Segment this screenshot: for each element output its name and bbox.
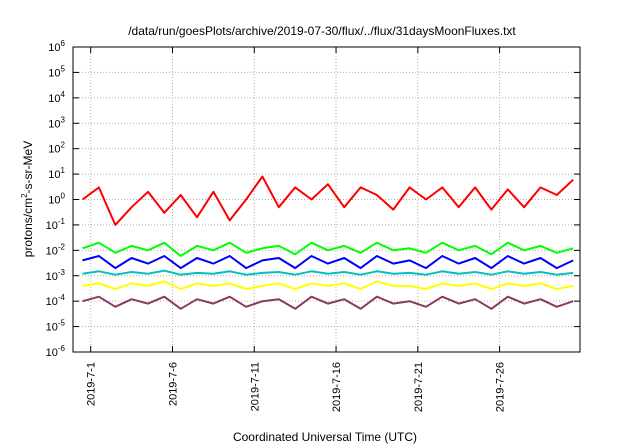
y-tick-label: 10-4 — [46, 293, 66, 308]
y-tick-base: 10 — [48, 195, 60, 207]
x-tick-label: 2019-7-16 — [331, 362, 343, 412]
y-tick-label: 103 — [48, 115, 65, 130]
series-line-3 — [82, 255, 574, 270]
y-tick-base: 10 — [48, 169, 60, 181]
y-tick-base: 10 — [48, 67, 60, 79]
series-line-2 — [82, 241, 574, 257]
y-tick-label: 10-5 — [46, 319, 66, 334]
y-tick-base: 10 — [46, 245, 58, 257]
x-axis: 2019-7-1 2019-7-6 2019-7-11 2019-7-16 2019-7… — [86, 47, 507, 412]
y-tick-exp: -6 — [58, 344, 66, 353]
grid-lines — [73, 46, 580, 353]
y-tick-label: 105 — [48, 64, 65, 79]
y-tick-exp: 0 — [61, 192, 66, 201]
y-tick-base: 10 — [46, 296, 58, 308]
y-tick-base: 10 — [46, 220, 58, 232]
plot-frame — [72, 46, 581, 353]
series-line-6 — [82, 295, 574, 310]
y-axis-label-base: protons/cm — [21, 198, 35, 257]
y-tick-base: 10 — [48, 118, 60, 130]
series-line-1 — [81, 175, 574, 226]
y-tick-exp: -4 — [58, 293, 66, 302]
chart-title: /data/run/goesPlots/archive/2019-07-30/f… — [128, 24, 516, 38]
y-tick-label: 104 — [48, 90, 65, 105]
y-tick-label: 10-1 — [46, 217, 66, 232]
series-line-4 — [82, 269, 574, 276]
y-tick-base: 10 — [48, 93, 60, 105]
x-tick-label: 2019-7-26 — [495, 362, 507, 412]
x-tick-label: 2019-7-1 — [86, 362, 98, 406]
series-group — [81, 175, 574, 310]
y-axis-label-rest: -s-sr-MeV — [21, 141, 35, 194]
x-tick-label: 2019-7-11 — [249, 362, 261, 411]
y-tick-label: 10-2 — [46, 242, 66, 257]
y-tick-exp: 4 — [61, 90, 66, 99]
y-tick-base: 10 — [46, 322, 58, 334]
y-tick-base: 10 — [48, 42, 60, 54]
y-tick-base: 10 — [46, 347, 58, 359]
y-tick-base: 10 — [46, 271, 58, 283]
y-tick-label: 10-6 — [46, 344, 66, 359]
y-tick-exp: 1 — [61, 166, 66, 175]
y-tick-base: 10 — [48, 144, 60, 156]
y-tick-exp: -1 — [58, 217, 66, 226]
series-line-5 — [82, 280, 574, 290]
x-axis-label: Coordinated Universal Time (UTC) — [233, 430, 417, 444]
y-tick-label: 10-3 — [46, 268, 66, 283]
x-tick-label: 2019-7-21 — [413, 362, 425, 412]
y-axis: 10-610-510-410-310-210-11001011021031041… — [46, 39, 580, 359]
y-tick-exp: -2 — [58, 242, 66, 251]
y-axis-label-sup: 2 — [20, 193, 29, 198]
y-tick-exp: 6 — [61, 39, 66, 48]
y-tick-exp: 3 — [61, 115, 66, 124]
y-tick-exp: -5 — [58, 319, 66, 328]
y-tick-exp: 2 — [61, 141, 66, 150]
x-tick-label: 2019-7-6 — [167, 362, 179, 406]
y-tick-label: 102 — [48, 141, 65, 156]
y-tick-exp: 5 — [61, 64, 66, 73]
y-tick-label: 106 — [48, 39, 65, 54]
y-tick-label: 101 — [48, 166, 65, 181]
y-tick-label: 100 — [48, 192, 65, 207]
y-tick-exp: -3 — [58, 268, 66, 277]
y-axis-label: protons/cm2-s-sr-MeV — [20, 141, 35, 257]
